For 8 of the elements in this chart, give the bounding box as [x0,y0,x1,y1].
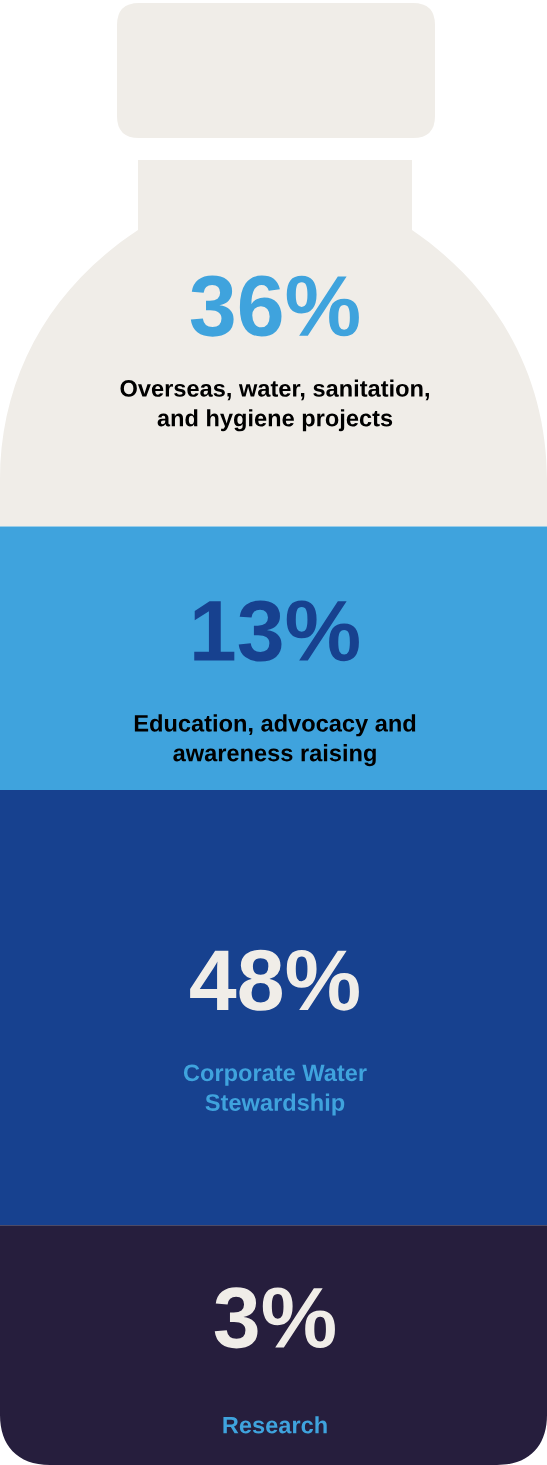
data-label: 13% [194,600,359,662]
category-label: Corporate Water Stewardship [183,1064,367,1116]
category-label: Education, advocacy and awareness raising [134,714,416,767]
category-label: Overseas, water, sanitation, and hygiene projects [120,379,429,432]
data-label: 36% [190,275,359,337]
data-label: 48% [190,949,359,1011]
category-label: Research [223,1416,327,1434]
data-label: 3% [214,1287,335,1349]
